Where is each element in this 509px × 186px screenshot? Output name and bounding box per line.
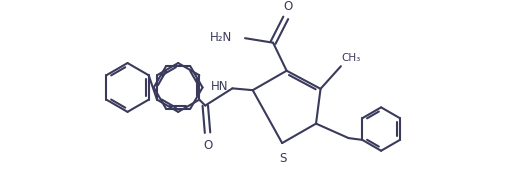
Text: O: O xyxy=(203,139,212,152)
Text: H₂N: H₂N xyxy=(210,31,232,44)
Text: O: O xyxy=(282,0,292,13)
Text: S: S xyxy=(279,152,286,165)
Text: CH₃: CH₃ xyxy=(341,53,360,63)
Text: HN: HN xyxy=(210,80,228,93)
